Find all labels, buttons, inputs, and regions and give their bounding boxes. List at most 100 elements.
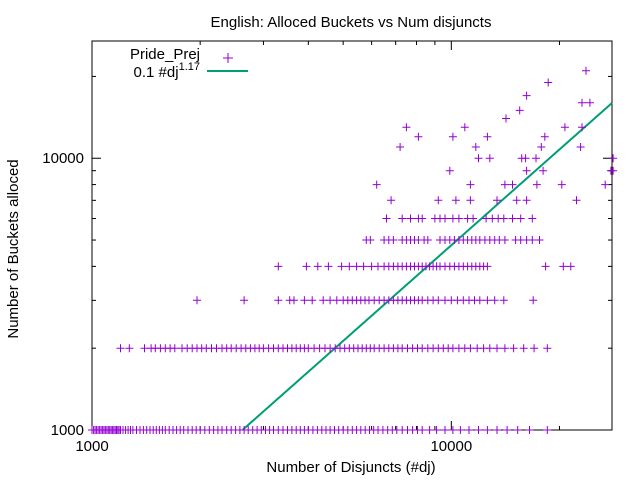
data-point xyxy=(560,123,569,132)
data-point xyxy=(324,262,333,271)
data-point xyxy=(609,166,618,175)
data-point xyxy=(372,180,381,189)
data-point xyxy=(319,296,328,305)
legend: Pride_Prej 0.1 #dj1.17 xyxy=(130,46,248,81)
data-point xyxy=(240,296,249,305)
plot-frame xyxy=(91,40,613,431)
data-point xyxy=(441,214,449,223)
data-point xyxy=(483,132,492,141)
data-point xyxy=(418,426,427,434)
data-point xyxy=(530,344,539,353)
legend-label-fit: 0.1 #dj1.17 xyxy=(134,61,200,81)
data-point xyxy=(432,426,441,434)
data-point xyxy=(601,180,610,189)
data-point xyxy=(274,296,283,305)
data-point xyxy=(485,154,494,163)
data-point xyxy=(528,236,537,244)
data-point xyxy=(544,78,553,87)
data-point xyxy=(474,154,483,163)
data-point xyxy=(483,262,492,271)
data-point xyxy=(387,196,396,205)
data-point xyxy=(418,214,427,223)
legend-label-pride-prej: Pride_Prej xyxy=(130,46,200,63)
data-point xyxy=(541,262,550,271)
data-point xyxy=(499,214,508,223)
data-point xyxy=(519,344,528,353)
data-point xyxy=(398,214,407,223)
data-point xyxy=(466,344,475,353)
legend-label-fit-base: 0.1 #dj xyxy=(134,64,179,81)
data-point xyxy=(448,426,457,434)
data-point xyxy=(469,214,478,223)
data-point xyxy=(485,344,494,353)
data-point xyxy=(512,196,521,205)
data-point xyxy=(578,98,586,107)
data-point xyxy=(509,344,518,353)
data-point xyxy=(559,262,568,271)
data-point xyxy=(456,426,465,434)
data-point xyxy=(116,344,125,353)
data-point xyxy=(454,214,463,223)
data-point xyxy=(382,214,391,223)
data-point xyxy=(516,214,525,223)
data-point xyxy=(451,196,460,205)
data-point xyxy=(125,344,134,353)
data-point xyxy=(193,296,201,305)
data-point xyxy=(434,296,443,305)
data-point xyxy=(493,196,501,205)
data-point xyxy=(302,262,311,271)
data-point xyxy=(566,262,575,271)
data-point xyxy=(535,236,544,244)
data-point xyxy=(474,426,483,434)
x-tick-label: 10000 xyxy=(430,438,472,455)
y-tick-label: 10000 xyxy=(42,150,84,167)
data-point xyxy=(582,66,590,75)
data-point xyxy=(313,262,322,271)
data-point xyxy=(515,106,524,115)
data-point xyxy=(508,214,517,223)
data-point xyxy=(490,296,499,305)
data-point xyxy=(578,123,586,132)
data-point xyxy=(466,196,475,205)
data-point xyxy=(465,426,473,434)
scatter-points xyxy=(88,66,618,434)
data-point xyxy=(539,166,548,175)
data-point xyxy=(500,236,509,244)
data-point xyxy=(441,426,449,434)
data-point xyxy=(423,236,432,244)
legend-label-fit-exponent: 1.17 xyxy=(179,61,200,73)
data-point xyxy=(308,296,317,305)
data-point xyxy=(537,143,546,151)
data-point xyxy=(445,166,454,175)
x-tick-label: 1000 xyxy=(75,438,108,455)
y-tick-label: 1000 xyxy=(51,422,84,439)
data-point xyxy=(326,296,335,305)
data-point xyxy=(389,236,398,244)
data-point xyxy=(532,154,540,163)
data-point xyxy=(493,426,501,434)
data-point xyxy=(337,262,346,271)
data-point xyxy=(528,214,537,223)
data-point xyxy=(406,214,415,223)
data-point xyxy=(503,426,512,434)
data-point xyxy=(402,123,411,132)
chart-title: English: Alloced Buckets vs Num disjunct… xyxy=(211,14,492,31)
data-point xyxy=(414,132,423,141)
data-point xyxy=(471,143,480,151)
data-point xyxy=(499,296,508,305)
data-point xyxy=(352,262,361,271)
data-point xyxy=(585,98,594,107)
data-point xyxy=(609,154,618,163)
data-point xyxy=(525,426,534,434)
data-point xyxy=(502,114,510,123)
data-point xyxy=(532,180,541,189)
data-point xyxy=(434,196,443,205)
data-point xyxy=(475,296,484,305)
data-point xyxy=(460,123,469,132)
axis-ticks xyxy=(91,41,612,431)
data-point xyxy=(425,426,434,434)
data-point xyxy=(513,426,522,434)
data-point xyxy=(274,262,283,271)
data-point xyxy=(170,344,179,353)
